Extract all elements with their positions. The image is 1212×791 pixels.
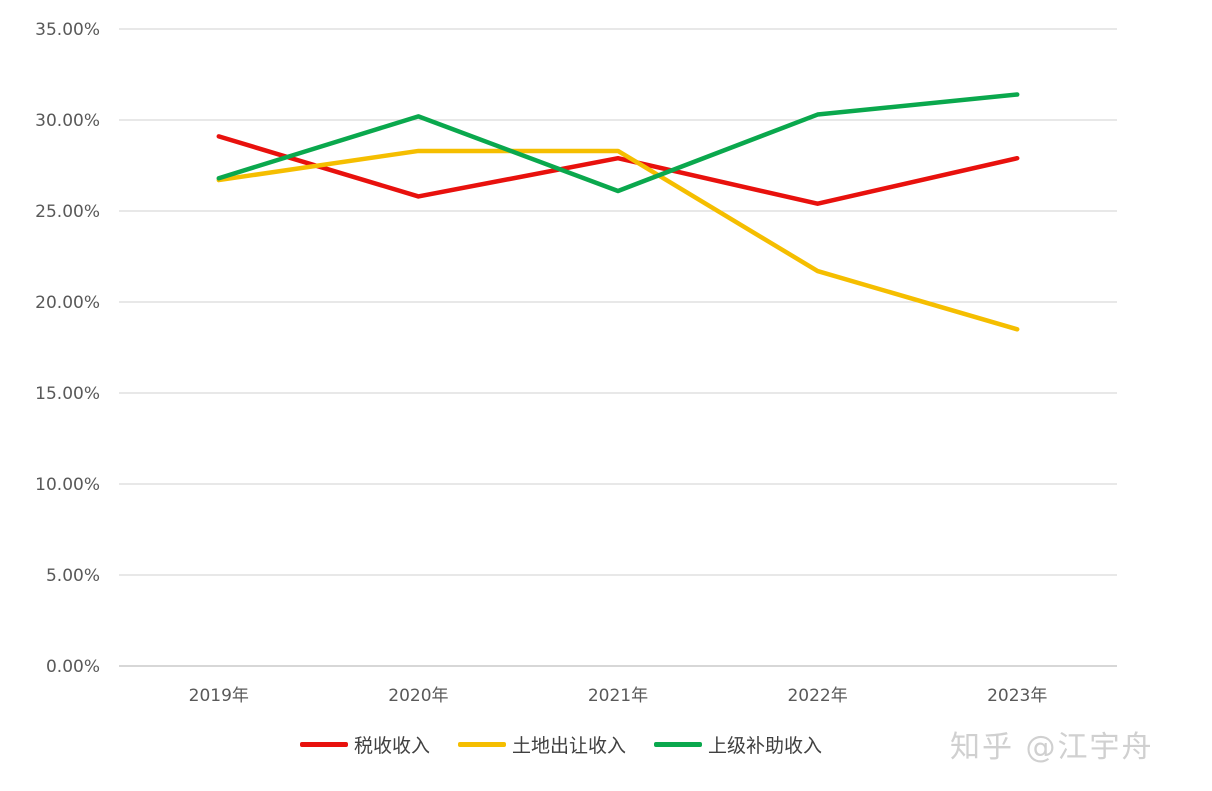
watermark: 知乎 @江宇舟 [950, 730, 1154, 765]
legend-label-land: 土地出让收入 [512, 735, 627, 757]
legend: 税收收入 土地出让收入 上级补助收入 [300, 731, 822, 758]
legend-swatch-land [458, 742, 507, 747]
y-tick-label: 25.00% [35, 202, 100, 222]
y-tick-label: 35.00% [35, 20, 100, 40]
legend-label-tax: 税收收入 [354, 735, 431, 757]
x-axis-tick-labels: 2019年 2020年 2021年 2022年 2023年 [189, 686, 1048, 706]
y-tick-label: 5.00% [46, 566, 100, 586]
legend-swatch-transfer [654, 742, 703, 747]
y-tick-label: 30.00% [35, 111, 100, 131]
y-tick-label: 20.00% [35, 293, 100, 313]
series-lines [216, 92, 1020, 332]
y-axis-tick-labels: 0.00% 5.00% 10.00% 15.00% 20.00% 25.00% 30.00%… [35, 20, 100, 677]
x-tick-label: 2022年 [787, 686, 847, 706]
gridlines [119, 28, 1117, 667]
series-line-transfer [216, 92, 1020, 194]
y-tick-label: 10.00% [35, 475, 100, 495]
x-tick-label: 2019年 [189, 686, 249, 706]
x-tick-label: 2020年 [388, 686, 448, 706]
legend-item-land: 土地出让收入 [458, 731, 626, 758]
y-tick-label: 15.00% [35, 384, 100, 404]
x-tick-label: 2021年 [588, 686, 648, 706]
x-tick-label: 2023年 [987, 686, 1047, 706]
legend-swatch-tax [300, 742, 348, 747]
legend-item-transfer: 上级补助收入 [654, 731, 822, 758]
legend-item-tax: 税收收入 [300, 731, 430, 758]
series-line-tax [216, 134, 1020, 206]
series-line-land [216, 148, 1020, 332]
legend-label-transfer: 上级补助收入 [708, 735, 823, 757]
y-tick-label: 0.00% [46, 657, 100, 677]
